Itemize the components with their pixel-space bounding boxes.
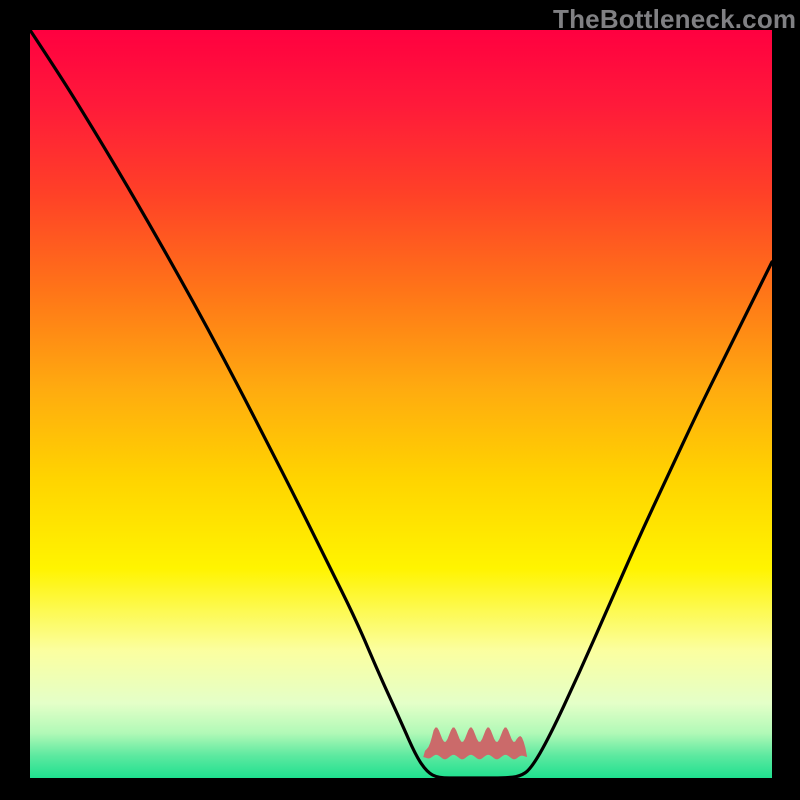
chart-frame: TheBottleneck.com [0,0,800,800]
watermark-text: TheBottleneck.com [553,4,796,35]
plot-background [30,30,772,778]
bottleneck-plot [0,0,800,800]
